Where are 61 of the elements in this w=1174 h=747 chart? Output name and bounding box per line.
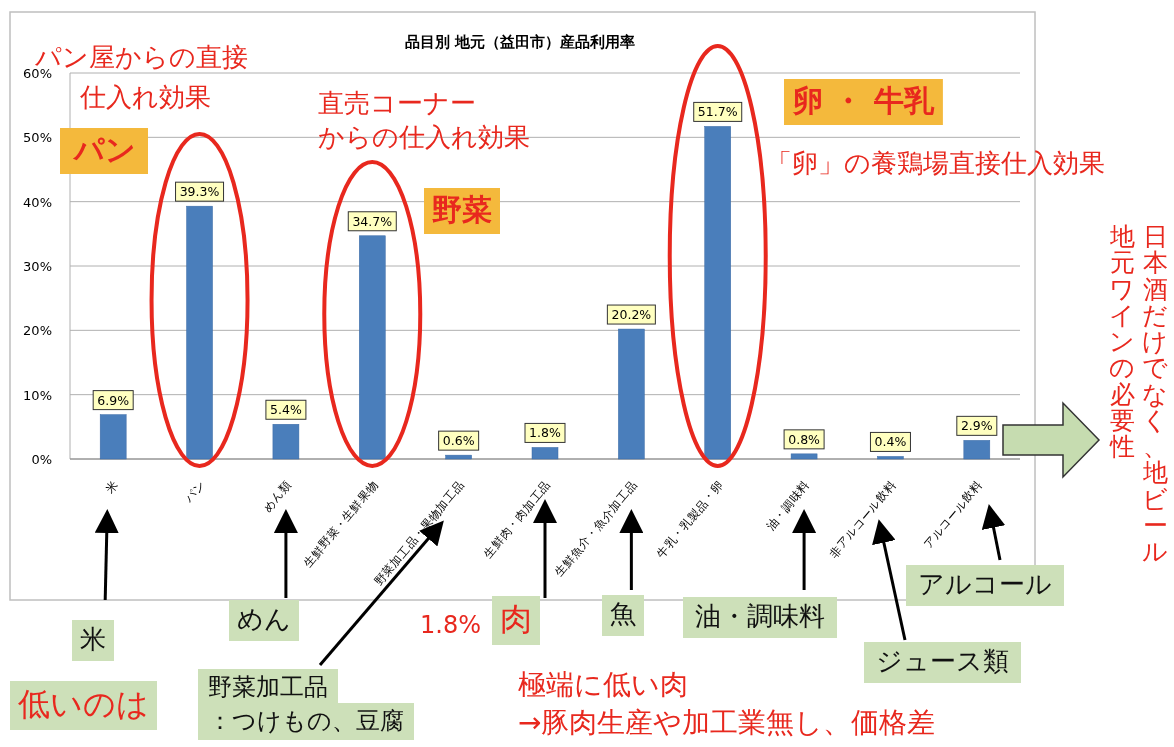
bar bbox=[790, 453, 818, 460]
bar bbox=[531, 447, 559, 460]
data-label: 51.7% bbox=[697, 104, 738, 120]
text: ジュース類 bbox=[876, 646, 1009, 676]
annotation: 卵 ・ 牛乳 bbox=[792, 83, 935, 118]
bar bbox=[618, 328, 645, 460]
text: 米 bbox=[80, 624, 106, 654]
text: 地元ワインの必要性 bbox=[1109, 222, 1135, 461]
text: 低いのは bbox=[18, 685, 149, 723]
text: めん bbox=[237, 604, 291, 634]
y-tick-label: 10% bbox=[23, 387, 52, 403]
bar bbox=[877, 456, 904, 460]
text: アルコール bbox=[918, 569, 1052, 599]
y-tick-label: 0% bbox=[31, 452, 52, 467]
x-tick-label: 牛乳・乳製品・卵 bbox=[653, 477, 727, 561]
bar bbox=[445, 454, 472, 460]
text: 油・調味料 bbox=[695, 601, 825, 631]
text: →豚肉生産や加工業無し、価格差 bbox=[518, 706, 936, 739]
annotation: パン bbox=[72, 132, 136, 167]
y-tick-label: 20% bbox=[23, 323, 52, 339]
text: 極端に低い肉 bbox=[518, 668, 688, 701]
data-label: 0.6% bbox=[442, 433, 475, 449]
x-tick-label: めん類 bbox=[260, 477, 295, 515]
data-label: 34.7% bbox=[352, 213, 393, 229]
x-tick-label: 生鮮魚介・魚介加工品 bbox=[551, 477, 640, 579]
data-label: 0.4% bbox=[874, 434, 907, 450]
data-label: 1.8% bbox=[529, 425, 561, 441]
text: 魚 bbox=[610, 599, 636, 629]
x-tick-label: 生鮮肉・肉加工品 bbox=[480, 477, 554, 561]
y-tick-label: 30% bbox=[23, 259, 52, 274]
x-tick-label: 油・調味料 bbox=[763, 477, 813, 533]
text: 野菜加工品 bbox=[208, 673, 328, 701]
data-label: 39.3% bbox=[179, 184, 220, 200]
bar bbox=[963, 440, 991, 460]
y-tick-label: 40% bbox=[23, 194, 52, 210]
annotation: 「卵」の養鶏場直接仕入効果 bbox=[766, 148, 1105, 178]
bar bbox=[359, 235, 386, 460]
data-label: 20.2% bbox=[611, 307, 652, 323]
bar bbox=[704, 126, 731, 460]
x-tick-label: 米 bbox=[103, 477, 122, 497]
annotation: からの仕入れ効果 bbox=[318, 122, 530, 152]
data-label: 0.8% bbox=[788, 431, 821, 447]
y-tick-label: 50% bbox=[23, 130, 52, 146]
annotation: 仕入れ効果 bbox=[79, 82, 211, 112]
data-label: 2.9% bbox=[960, 418, 993, 434]
bar bbox=[186, 205, 213, 460]
text: 日本酒だけでなく、地ビール bbox=[1142, 222, 1168, 566]
text: 1.8% bbox=[420, 611, 481, 639]
bar bbox=[272, 424, 300, 460]
x-tick-label: パン bbox=[181, 477, 208, 507]
chart-title: 品目別 地元（益田市）産品利用率 bbox=[404, 33, 636, 51]
data-label: 6.9% bbox=[97, 392, 130, 408]
annotation: 直売コーナー bbox=[318, 88, 476, 118]
x-tick-label: 生鮮野菜・生鮮果物 bbox=[300, 477, 381, 570]
x-tick-label: アルコール飲料 bbox=[920, 477, 986, 552]
text: 肉 bbox=[500, 600, 532, 638]
x-tick-label: 非アルコール飲料 bbox=[826, 477, 899, 561]
data-label: 5.4% bbox=[270, 402, 302, 418]
annotation: 野菜 bbox=[432, 192, 492, 227]
text: ：つけもの、豆腐 bbox=[208, 707, 404, 735]
bar bbox=[99, 414, 127, 460]
